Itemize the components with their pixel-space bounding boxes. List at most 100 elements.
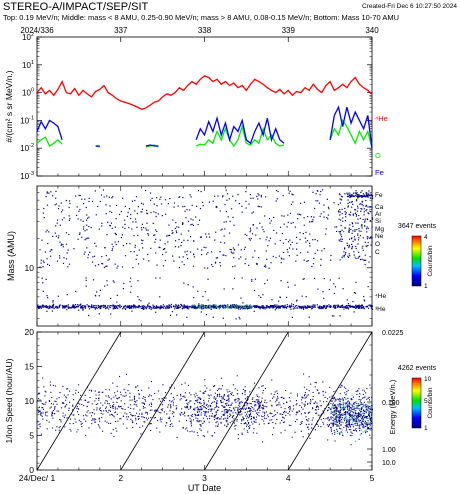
speed-event-point (354, 423, 356, 425)
mass-event-point (53, 307, 55, 310)
mass-event-point (368, 194, 371, 197)
mass-event-point (303, 308, 305, 310)
mass-event-point (312, 263, 315, 265)
speed-event-point (314, 386, 316, 388)
mass-event-point (107, 221, 109, 223)
mass-event-point (357, 194, 359, 196)
colorbar-tick-label: 1 (424, 283, 428, 290)
mass-event-point (77, 304, 79, 306)
speed-event-point (348, 413, 351, 415)
mass-event-point (62, 262, 65, 265)
speed-event-point (176, 407, 178, 409)
speed-event-point (354, 412, 356, 414)
mass-event-point (243, 307, 245, 310)
mass-event-point (187, 230, 190, 232)
speed-event-point (280, 432, 282, 434)
speed-y-tick-label: 20 (25, 327, 35, 337)
speed-event-point (165, 392, 167, 394)
mass-event-point (338, 218, 340, 220)
speed-event-point (261, 400, 263, 402)
speed-event-point (359, 393, 361, 395)
mass-event-point (194, 306, 197, 309)
mass-event-point (356, 192, 358, 194)
speed-event-point (364, 432, 366, 434)
mass-event-point (59, 241, 61, 243)
mass-event-point (65, 243, 68, 245)
speed-event-point (69, 390, 71, 392)
speed-event-point (247, 403, 249, 405)
mass-event-point (333, 292, 335, 295)
mass-event-point (365, 259, 367, 261)
mass-event-point (169, 305, 171, 307)
mass-event-point (340, 305, 342, 307)
speed-event-point (335, 416, 337, 418)
speed-event-point (138, 417, 140, 419)
speed-event-point (199, 401, 201, 403)
speed-event-point (361, 417, 364, 419)
speed-event-point (369, 424, 371, 426)
speed-event-point (332, 397, 334, 400)
mass-event-point (184, 210, 186, 212)
speed-event-point (258, 387, 260, 389)
mass-event-point (67, 249, 69, 251)
mass-event-point (230, 306, 233, 308)
mass-event-point (359, 255, 361, 257)
mass-event-point (236, 307, 238, 309)
speed-event-point (299, 423, 301, 426)
mass-event-point (266, 279, 269, 281)
speed-event-point (126, 416, 128, 418)
mass-event-point (305, 296, 307, 298)
speed-event-point (171, 384, 173, 386)
speed-event-point (361, 406, 363, 408)
speed-event-point (370, 419, 372, 421)
mass-event-point (132, 221, 134, 223)
mass-event-point (127, 211, 129, 213)
mass-event-point (141, 223, 144, 225)
energy-tick-label: 0.100 (382, 400, 400, 407)
speed-event-point (204, 379, 206, 381)
speed-event-point (150, 423, 152, 425)
speed-event-point (259, 404, 261, 406)
colorbar-tick-label: 4 (424, 234, 428, 241)
speed-event-point (369, 426, 371, 428)
mass-event-point (360, 210, 362, 212)
speed-event-point (339, 423, 341, 425)
mass-event-point (273, 306, 275, 308)
speed-event-point (204, 411, 206, 413)
mass-event-point (346, 195, 349, 198)
mass-event-point (82, 305, 84, 307)
mass-event-point (326, 306, 328, 308)
mass-event-point (348, 195, 350, 197)
mass-event-point (137, 234, 139, 237)
mass-event-point (56, 219, 59, 221)
mass-event-point (166, 235, 168, 237)
speed-event-point (143, 402, 145, 404)
speed-y-axis-title: 1/Ion Speed (hour/AU) (4, 358, 14, 443)
speed-event-point (329, 419, 331, 421)
mass-event-point (310, 216, 313, 218)
mass-event-point (85, 238, 87, 240)
mass-event-point (355, 222, 357, 224)
mass-event-point (147, 304, 149, 306)
mass-event-point (360, 305, 362, 307)
mass-event-point (224, 304, 226, 306)
mass-event-point (113, 306, 116, 308)
speed-event-point (322, 417, 325, 420)
colorbar (411, 235, 422, 287)
mass-event-point (112, 246, 114, 248)
speed-event-point (366, 422, 368, 424)
speed-event-point (338, 420, 340, 422)
mass-event-point (348, 230, 350, 232)
mass-event-point (299, 202, 302, 204)
speed-event-point (307, 427, 309, 429)
speed-event-point (93, 409, 95, 411)
mass-event-point (205, 306, 208, 308)
mass-event-point (171, 311, 174, 313)
speed-event-point (110, 398, 112, 400)
mass-event-point (124, 307, 126, 309)
mass-event-point (341, 213, 343, 215)
mass-event-point (354, 209, 356, 211)
mass-event-point (164, 213, 167, 215)
mass-event-point (349, 255, 351, 257)
speed-event-point (114, 392, 116, 394)
